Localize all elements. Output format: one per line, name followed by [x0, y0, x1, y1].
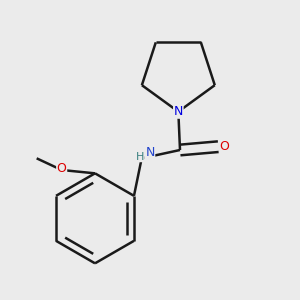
Text: O: O [219, 140, 229, 153]
Text: N: N [174, 105, 183, 118]
Text: N: N [145, 146, 155, 159]
Text: H: H [136, 152, 144, 162]
Text: O: O [57, 162, 67, 175]
